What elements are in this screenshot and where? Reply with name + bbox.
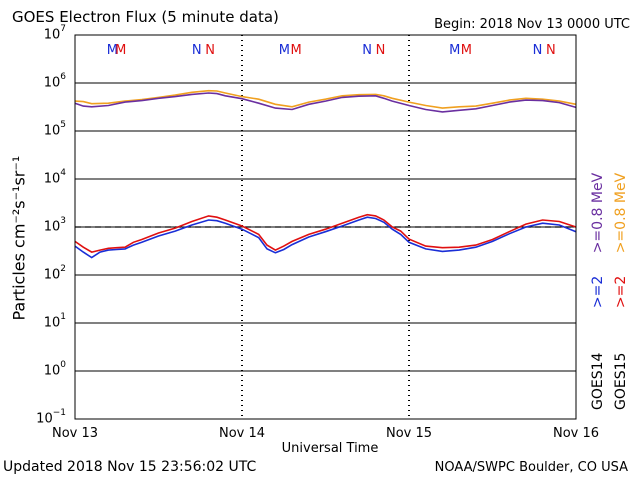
mn-marker: M — [449, 43, 461, 58]
y-tick-label: 104 — [43, 168, 66, 187]
y-tick-label: 107 — [43, 24, 66, 43]
y-tick-label: 10−1 — [36, 408, 66, 427]
mn-marker: N — [532, 43, 543, 58]
x-tick-label: Nov 14 — [218, 426, 266, 441]
series-line-3 — [74, 216, 577, 259]
mn-marker: N — [362, 43, 372, 58]
begin-time: Begin: 2018 Nov 13 0000 UTC — [434, 17, 630, 32]
chart-title: GOES Electron Flux (5 minute data) — [12, 8, 279, 26]
mn-marker: N — [545, 43, 556, 58]
x-tick-label: Nov 16 — [552, 426, 600, 441]
updated-timestamp: Updated 2018 Nov 15 23:56:02 UTC — [3, 459, 257, 475]
y-tick-label: 100 — [43, 360, 66, 379]
legend-goes15: GOES15 >=2 >=0.8 MeV — [613, 173, 629, 410]
mn-marker: N — [205, 43, 215, 58]
legend-goes15-08mev: >=0.8 MeV — [613, 172, 629, 254]
mn-marker: N — [375, 43, 386, 58]
mn-marker: M — [115, 43, 127, 58]
series-group — [74, 89, 577, 259]
mn-marker: M — [278, 43, 290, 58]
x-tick-label: Nov 15 — [385, 426, 433, 441]
plot-border — [74, 34, 577, 420]
legend-goes15-label: GOES15 — [613, 352, 629, 410]
y-tick-label: 105 — [43, 120, 66, 139]
y-tick-label: 103 — [43, 216, 66, 235]
x-tick-label: Nov 13 — [51, 426, 99, 441]
x-axis-label: Universal Time — [281, 441, 379, 456]
legend-goes14: GOES14 >=2 >=0.8 MeV — [590, 173, 606, 410]
legend-goes14-08mev: >=0.8 MeV — [590, 172, 606, 254]
mn-marker: N — [191, 43, 202, 58]
legend-goes14-label: GOES14 — [590, 352, 606, 410]
mn-marker: M — [106, 43, 118, 58]
series-line-2 — [74, 213, 577, 253]
y-tick-label: 106 — [43, 72, 66, 91]
y-tick-label: 101 — [43, 312, 66, 331]
y-axis-label: Particles cm⁻²s⁻¹sr⁻¹ — [9, 155, 29, 321]
series-line-0 — [74, 89, 577, 109]
mn-marker: M — [460, 43, 472, 58]
legend-goes14-2mev: >=2 — [590, 275, 606, 309]
plot-frame — [74, 34, 577, 420]
series-line-1 — [74, 92, 577, 113]
y-tick-label: 102 — [43, 264, 66, 283]
mn-marker: M — [290, 43, 302, 58]
credit-text: NOAA/SWPC Boulder, CO USA — [434, 460, 628, 475]
legend-goes15-2mev: >=2 — [613, 275, 629, 309]
